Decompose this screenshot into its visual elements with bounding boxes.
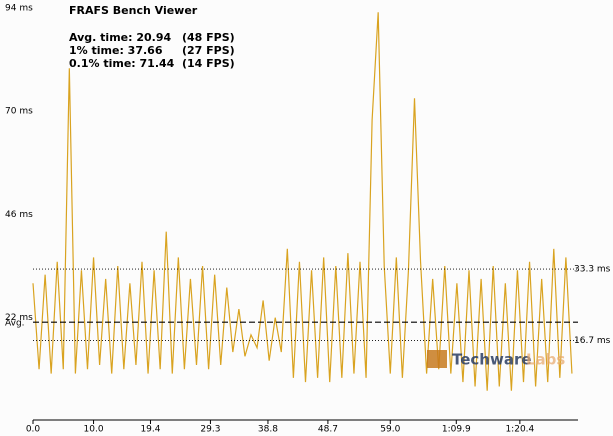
reference-label: 33.3 ms [574, 265, 611, 275]
x-tick-label: 38.8 [258, 425, 278, 435]
watermark-logo [427, 350, 447, 368]
y-tick-label: 46 ms [5, 210, 33, 220]
x-tick-label: 59.0 [380, 425, 400, 435]
x-tick-label: 1:20.4 [505, 425, 534, 435]
reference-label: 16.7 ms [574, 336, 611, 346]
stat-fps: (48 FPS) [182, 31, 235, 44]
stat-label: 0.1% time: 71.44 [69, 57, 175, 70]
x-tick-label: 29.3 [200, 425, 220, 435]
y-tick-label: 70 ms [5, 107, 33, 117]
x-tick-label: 48.7 [318, 425, 338, 435]
y-tick-label: 94 ms [5, 4, 33, 14]
y-tick-label: 22 ms [5, 313, 33, 323]
stat-fps: (14 FPS) [182, 57, 235, 70]
stat-fps: (27 FPS) [182, 44, 235, 57]
stat-label: Avg. time: 20.94 [69, 31, 171, 44]
reference-label: Avg. [5, 319, 25, 329]
x-tick-label: 1:09.9 [442, 425, 471, 435]
frame-time-line [32, 12, 573, 391]
stat-label: 1% time: 37.66 [69, 44, 163, 57]
x-tick-label: 0.0 [26, 425, 41, 435]
x-tick-label: 10.0 [84, 425, 104, 435]
x-tick-label: 19.4 [140, 425, 160, 435]
watermark-name: Techware [452, 351, 532, 369]
watermark-suffix: Labs [526, 351, 565, 369]
chart-title: FRAFS Bench Viewer [69, 4, 198, 17]
